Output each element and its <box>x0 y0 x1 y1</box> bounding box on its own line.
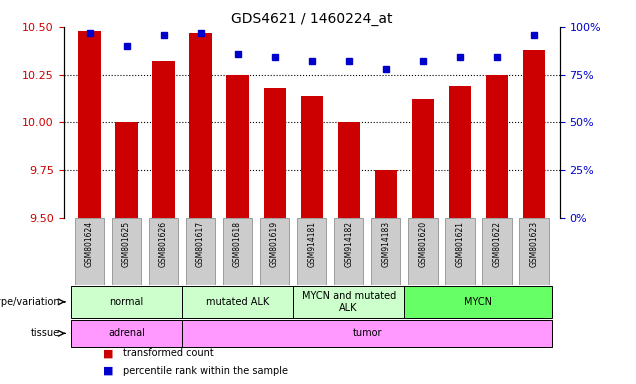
FancyBboxPatch shape <box>404 286 552 318</box>
Bar <box>486 74 508 218</box>
FancyBboxPatch shape <box>408 218 438 285</box>
Text: GSM914183: GSM914183 <box>381 221 390 267</box>
FancyBboxPatch shape <box>519 218 549 285</box>
Text: mutated ALK: mutated ALK <box>206 297 269 307</box>
FancyBboxPatch shape <box>445 218 474 285</box>
FancyBboxPatch shape <box>182 286 293 318</box>
Text: MYCN and mutated
ALK: MYCN and mutated ALK <box>301 291 396 313</box>
Bar <box>263 88 286 218</box>
Text: GSM801619: GSM801619 <box>270 221 279 267</box>
Bar <box>226 74 249 218</box>
Bar <box>411 99 434 218</box>
Text: normal: normal <box>109 297 144 307</box>
Text: GSM801618: GSM801618 <box>233 221 242 267</box>
Text: adrenal: adrenal <box>108 328 145 338</box>
Text: tumor: tumor <box>352 328 382 338</box>
Text: GSM801622: GSM801622 <box>492 221 501 267</box>
FancyBboxPatch shape <box>293 286 404 318</box>
FancyBboxPatch shape <box>334 218 363 285</box>
Title: GDS4621 / 1460224_at: GDS4621 / 1460224_at <box>231 12 392 26</box>
Bar <box>190 33 212 218</box>
FancyBboxPatch shape <box>260 218 289 285</box>
Text: GSM801626: GSM801626 <box>159 221 168 267</box>
Text: ■: ■ <box>103 366 114 376</box>
Text: ■: ■ <box>103 348 114 358</box>
Text: GSM801621: GSM801621 <box>455 221 464 267</box>
Text: GSM801617: GSM801617 <box>196 221 205 267</box>
FancyBboxPatch shape <box>182 320 552 347</box>
Bar <box>338 122 360 218</box>
Text: GSM801623: GSM801623 <box>529 221 538 267</box>
FancyBboxPatch shape <box>371 218 401 285</box>
Bar <box>153 61 175 218</box>
Text: tissue: tissue <box>31 328 60 338</box>
FancyBboxPatch shape <box>71 286 182 318</box>
FancyBboxPatch shape <box>149 218 178 285</box>
FancyBboxPatch shape <box>71 320 182 347</box>
Text: GSM801625: GSM801625 <box>122 221 131 267</box>
Bar <box>375 170 397 218</box>
FancyBboxPatch shape <box>112 218 141 285</box>
Text: MYCN: MYCN <box>464 297 492 307</box>
Bar <box>78 31 100 218</box>
FancyBboxPatch shape <box>297 218 326 285</box>
Text: transformed count: transformed count <box>123 348 214 358</box>
Text: genotype/variation: genotype/variation <box>0 297 60 307</box>
Text: GSM914182: GSM914182 <box>344 221 353 267</box>
Bar <box>448 86 471 218</box>
Text: percentile rank within the sample: percentile rank within the sample <box>123 366 288 376</box>
FancyBboxPatch shape <box>186 218 216 285</box>
Bar <box>523 50 545 218</box>
Text: GSM801624: GSM801624 <box>85 221 94 267</box>
FancyBboxPatch shape <box>74 218 104 285</box>
Bar <box>115 122 137 218</box>
Text: GSM801620: GSM801620 <box>418 221 427 267</box>
FancyBboxPatch shape <box>482 218 511 285</box>
Text: GSM914181: GSM914181 <box>307 221 316 267</box>
FancyBboxPatch shape <box>223 218 252 285</box>
Bar <box>301 96 322 218</box>
